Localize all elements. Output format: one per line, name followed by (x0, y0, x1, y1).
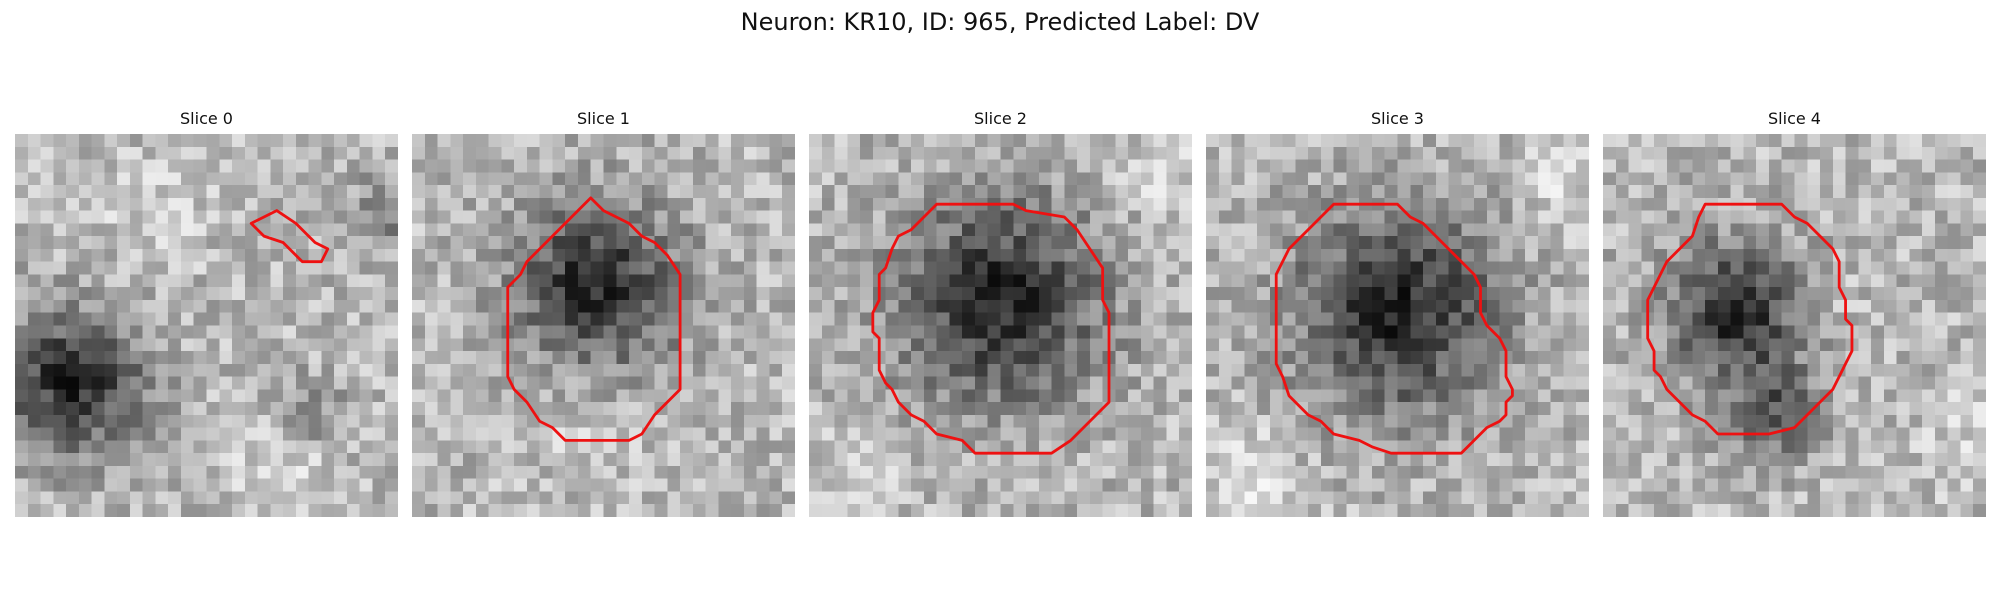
slice-panel: Slice 3 (1206, 108, 1589, 517)
slice-title: Slice 4 (1603, 108, 1986, 134)
slice-image (15, 134, 398, 517)
slice-title: Slice 0 (15, 108, 398, 134)
figure-title: Neuron: KR10, ID: 965, Predicted Label: … (0, 8, 2000, 36)
slice-title: Slice 2 (809, 108, 1192, 134)
slice-title: Slice 3 (1206, 108, 1589, 134)
slice-panel: Slice 4 (1603, 108, 1986, 517)
slice-image (1603, 134, 1986, 517)
slice-panel: Slice 2 (809, 108, 1192, 517)
slice-title: Slice 1 (412, 108, 795, 134)
slice-image (412, 134, 795, 517)
slice-image (809, 134, 1192, 517)
slice-image (1206, 134, 1589, 517)
slice-panel: Slice 1 (412, 108, 795, 517)
slice-panel: Slice 0 (15, 108, 398, 517)
